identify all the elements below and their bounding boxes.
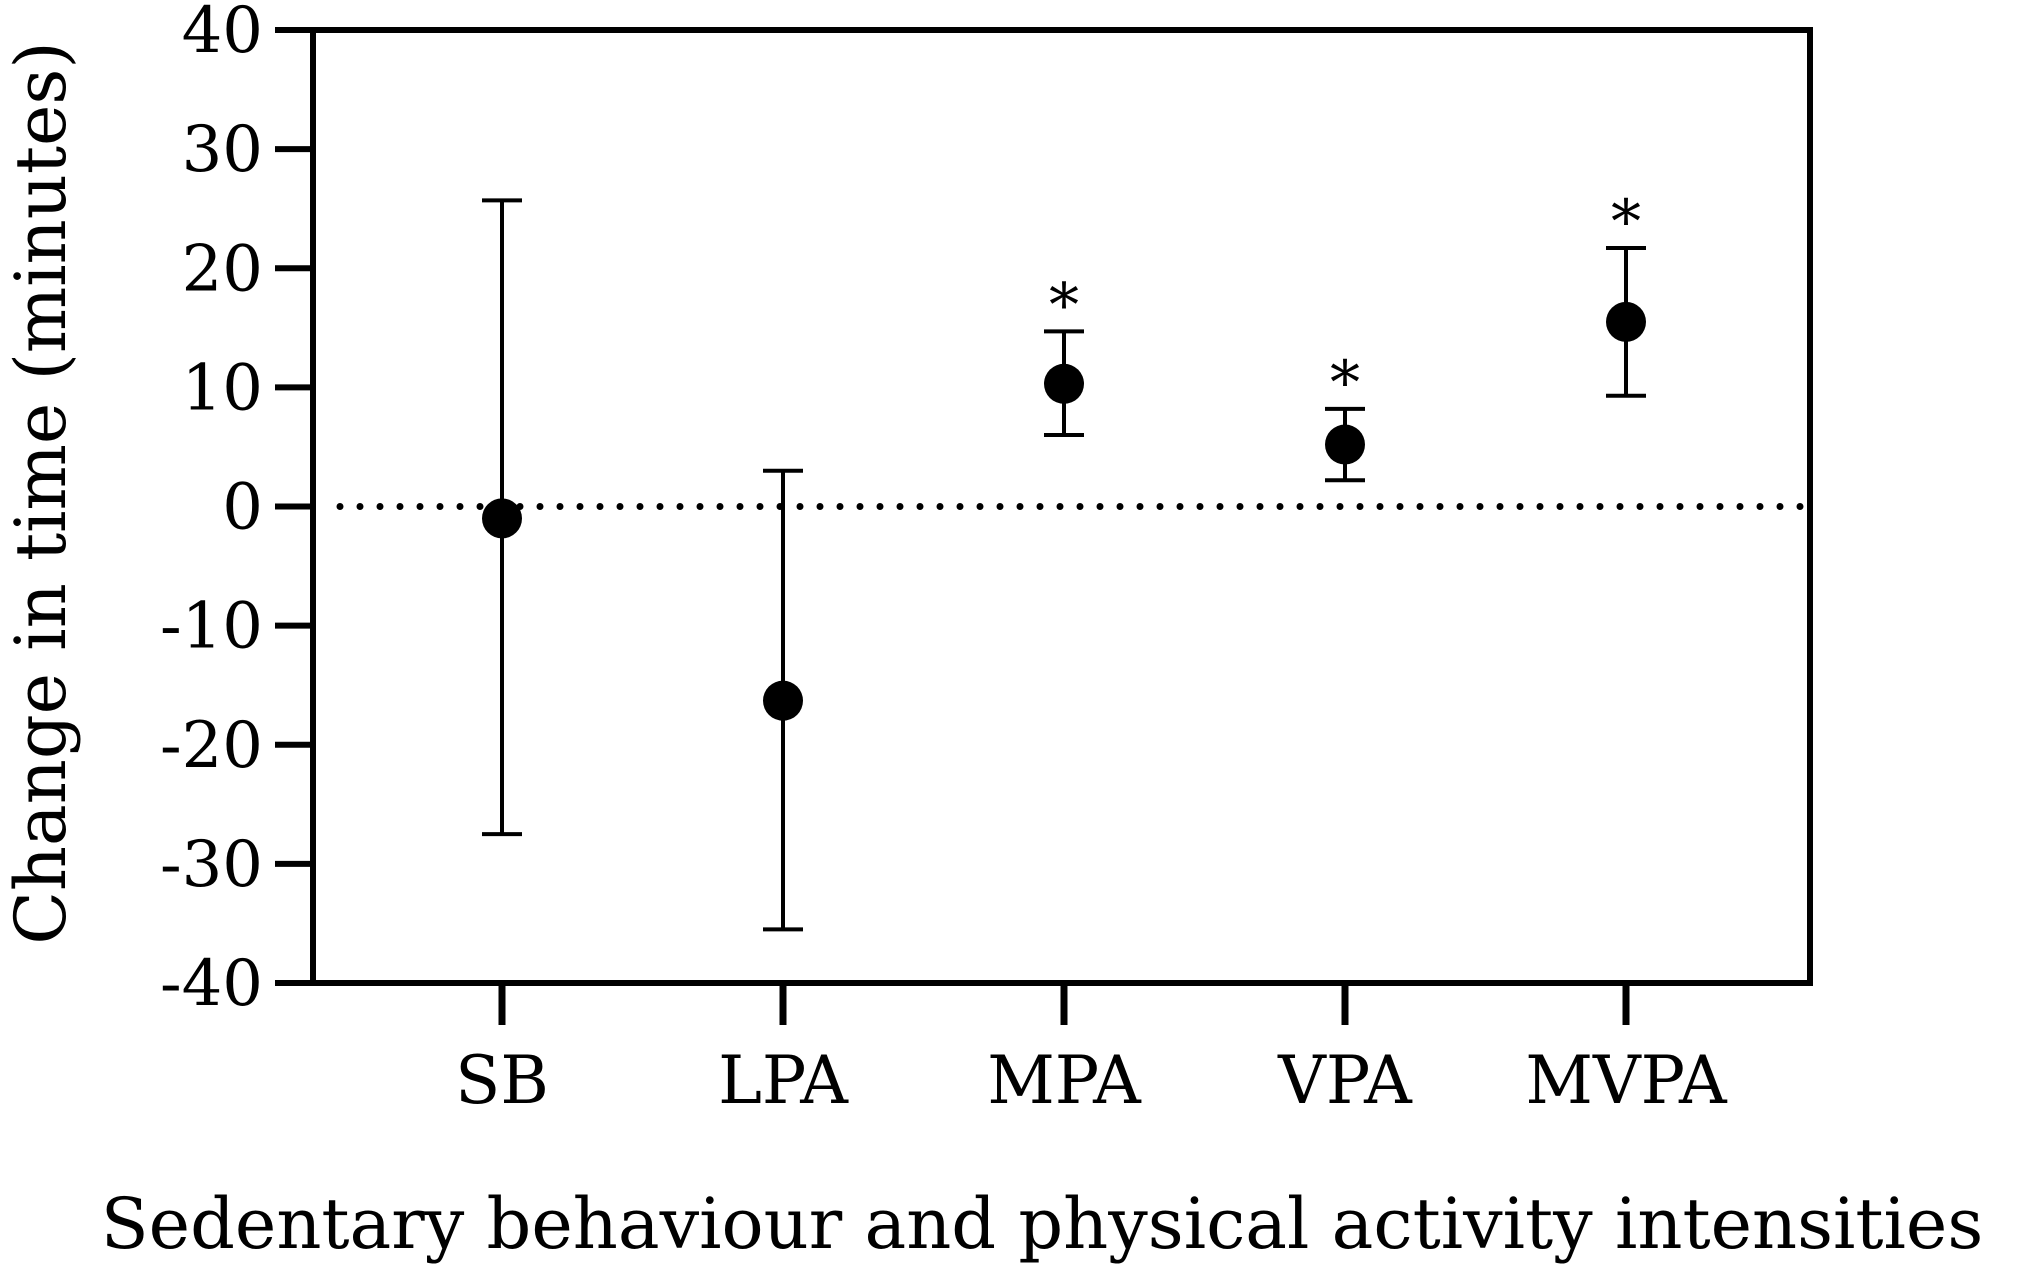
y-tick-label: 20 <box>182 232 263 306</box>
data-point <box>482 498 522 539</box>
x-axis-ticks: SB LPA MPA VPA MVPA <box>455 983 1728 1119</box>
y-tick-label: -30 <box>160 828 263 902</box>
x-tick-label: LPA <box>718 1042 849 1119</box>
data-point <box>1044 363 1084 404</box>
data-point-group: * <box>1044 270 1084 438</box>
y-tick-label: -40 <box>160 947 263 1021</box>
significance-marker: * <box>1330 348 1360 418</box>
data-point-group <box>482 198 522 837</box>
y-tick-label: 10 <box>182 351 263 425</box>
x-tick-label: MPA <box>987 1042 1142 1119</box>
y-axis-title: Change in time (minutes) <box>0 41 82 944</box>
data-point <box>763 680 803 721</box>
significance-marker: * <box>1049 270 1079 340</box>
data-point <box>1325 424 1365 465</box>
y-tick-label: -20 <box>160 709 263 783</box>
y-axis-ticks: 40 30 20 10 0 -10 -20 -30 -40 <box>160 0 313 1021</box>
x-axis-title: Sedentary behaviour and physical activit… <box>101 1183 1984 1265</box>
y-tick-label: -10 <box>160 590 263 664</box>
data-points: * * * <box>482 187 1646 932</box>
data-point-group: * <box>1606 187 1646 398</box>
data-point-group: * <box>1325 348 1365 483</box>
plot-frame <box>310 27 1813 986</box>
y-tick-label: 0 <box>222 471 263 545</box>
y-tick-label: 30 <box>182 113 263 187</box>
data-point-group <box>763 468 803 932</box>
x-tick-label: VPA <box>1277 1042 1413 1119</box>
y-tick-label: 40 <box>182 0 263 68</box>
data-point <box>1606 301 1646 342</box>
x-tick-label: MVPA <box>1525 1042 1728 1119</box>
x-tick-label: SB <box>455 1042 549 1119</box>
significance-marker: * <box>1611 187 1641 257</box>
